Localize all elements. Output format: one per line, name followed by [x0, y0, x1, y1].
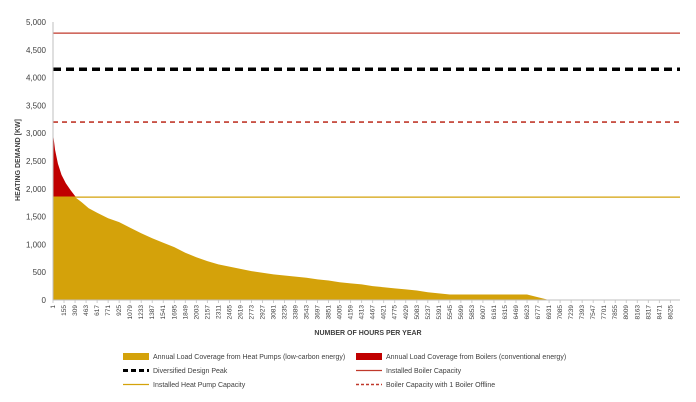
- x-tick-label: 5237: [425, 305, 432, 320]
- x-tick-label: 1387: [149, 305, 156, 320]
- x-tick-label: 7701: [601, 305, 608, 320]
- y-tick-labels: 0 500 1,000 1,500 2,000 2,500 3,000 3,500 4,000 4…: [26, 18, 47, 305]
- x-tick-label: 463: [83, 305, 90, 316]
- x-tick-label: 7855: [612, 305, 619, 320]
- x-tick-label: 5545: [447, 305, 454, 320]
- x-tick-label: 5391: [436, 305, 443, 320]
- x-tick-label: 2619: [237, 305, 244, 320]
- legend: Annual Load Coverage from Heat Pumps (lo…: [123, 353, 566, 389]
- y-tick-label: 2,500: [26, 157, 47, 166]
- x-tick-label: 1233: [138, 305, 145, 320]
- y-tick-label: 2,000: [26, 185, 47, 194]
- x-tick-label: 4467: [370, 305, 377, 320]
- x-tick-label: 6777: [535, 305, 542, 320]
- x-tick-label: 617: [94, 305, 101, 316]
- x-tick-label: 2465: [226, 305, 233, 320]
- x-tick-label: 2927: [259, 305, 266, 320]
- x-tick-label: 7239: [568, 305, 575, 320]
- x-tick-label: 3235: [282, 305, 289, 320]
- legend-label: Annual Load Coverage from Heat Pumps (lo…: [153, 354, 345, 361]
- x-tick-label: 3081: [270, 305, 277, 320]
- x-tick-label: 1541: [160, 305, 167, 320]
- x-tick-label: 6161: [491, 305, 498, 320]
- x-tick-label: 2157: [204, 305, 211, 320]
- x-tick-label: 4775: [392, 305, 399, 320]
- x-tick-label: 2773: [248, 305, 255, 320]
- x-tick-label: 3697: [315, 305, 322, 320]
- y-tick-label: 3,500: [26, 101, 47, 110]
- y-tick-label: 1,000: [26, 240, 47, 249]
- reference-lines: [53, 32, 680, 198]
- x-tick-label: 7085: [557, 305, 564, 320]
- axes: [52, 22, 680, 301]
- x-tick-label: 3389: [293, 305, 300, 320]
- area-layer: [53, 133, 561, 300]
- x-tick-label: 5699: [458, 305, 465, 320]
- legend-item: Installed Heat Pump Capacity: [123, 382, 246, 389]
- x-tick-label: 5083: [414, 305, 421, 320]
- x-tick-label: 1079: [127, 305, 134, 320]
- y-tick-label: 4,500: [26, 46, 47, 55]
- legend-swatch: [356, 353, 382, 360]
- x-tick-label: 155: [61, 305, 68, 316]
- x-tick-label: 4313: [359, 305, 366, 320]
- x-tick-label: 7393: [579, 305, 586, 320]
- legend-label: Installed Boiler Capacity: [386, 368, 462, 375]
- legend-label: Boiler Capacity with 1 Boiler Offline: [386, 382, 495, 389]
- boiler-area: [53, 133, 77, 198]
- y-tick-label: 3,000: [26, 129, 47, 138]
- legend-swatch: [123, 353, 149, 360]
- x-tick-label: 4929: [403, 305, 410, 320]
- y-tick-label: 5,000: [26, 18, 47, 27]
- x-tick-label: 1695: [171, 305, 178, 320]
- legend-item: Installed Boiler Capacity: [356, 368, 462, 375]
- x-tick-label: 309: [72, 305, 79, 316]
- y-tick-label: 1,500: [26, 213, 47, 222]
- x-tick-label: 925: [116, 305, 123, 316]
- x-tick-label: 8471: [656, 305, 663, 320]
- x-tick-label: 3851: [326, 305, 333, 320]
- legend-label: Annual Load Coverage from Boilers (conve…: [386, 354, 566, 361]
- y-tick-label: 0: [42, 296, 47, 305]
- heat-pump-area: [53, 197, 561, 300]
- x-tick-label: 6007: [480, 305, 487, 320]
- x-tick-label: 5853: [469, 305, 476, 320]
- legend-item: Boiler Capacity with 1 Boiler Offline: [356, 382, 495, 389]
- legend-label: Diversified Design Peak: [153, 368, 228, 375]
- x-tick-label: 8009: [623, 305, 630, 320]
- x-tick-label: 4005: [337, 305, 344, 320]
- legend-label: Installed Heat Pump Capacity: [153, 382, 246, 389]
- y-tick-label: 4,000: [26, 74, 47, 83]
- x-axis-title: NUMBER OF HOURS PER YEAR: [314, 330, 421, 337]
- x-tick-label: 1849: [182, 305, 189, 320]
- x-tick-label: 6469: [513, 305, 520, 320]
- x-tick-label: 6315: [502, 305, 509, 320]
- x-tick-label: 771: [105, 305, 112, 316]
- x-tick-label: 7547: [590, 305, 597, 320]
- x-tick-label: 8163: [634, 305, 641, 320]
- x-tick-label: 6623: [524, 305, 531, 320]
- x-tick-label: 8317: [645, 305, 652, 320]
- x-tick-label: 1: [50, 305, 57, 309]
- x-tick-labels: 1 155 309 463 617 771 925 1079 1233 1387 1541 1695 1…: [50, 300, 674, 319]
- x-tick-label: 6931: [546, 305, 553, 320]
- y-axis-title: HEATING DEMAND [KW]: [15, 119, 22, 201]
- legend-item: Diversified Design Peak: [123, 368, 228, 375]
- x-tick-label: 4621: [381, 305, 388, 320]
- y-tick-label: 500: [33, 268, 47, 277]
- x-tick-label: 2311: [215, 305, 222, 319]
- x-tick-label: 3543: [304, 305, 311, 320]
- legend-item: Annual Load Coverage from Boilers (conve…: [356, 353, 566, 361]
- x-tick-label: 8625: [667, 305, 674, 320]
- legend-item: Annual Load Coverage from Heat Pumps (lo…: [123, 353, 345, 361]
- x-tick-label: 4159: [348, 305, 355, 320]
- x-tick-label: 2003: [193, 305, 200, 320]
